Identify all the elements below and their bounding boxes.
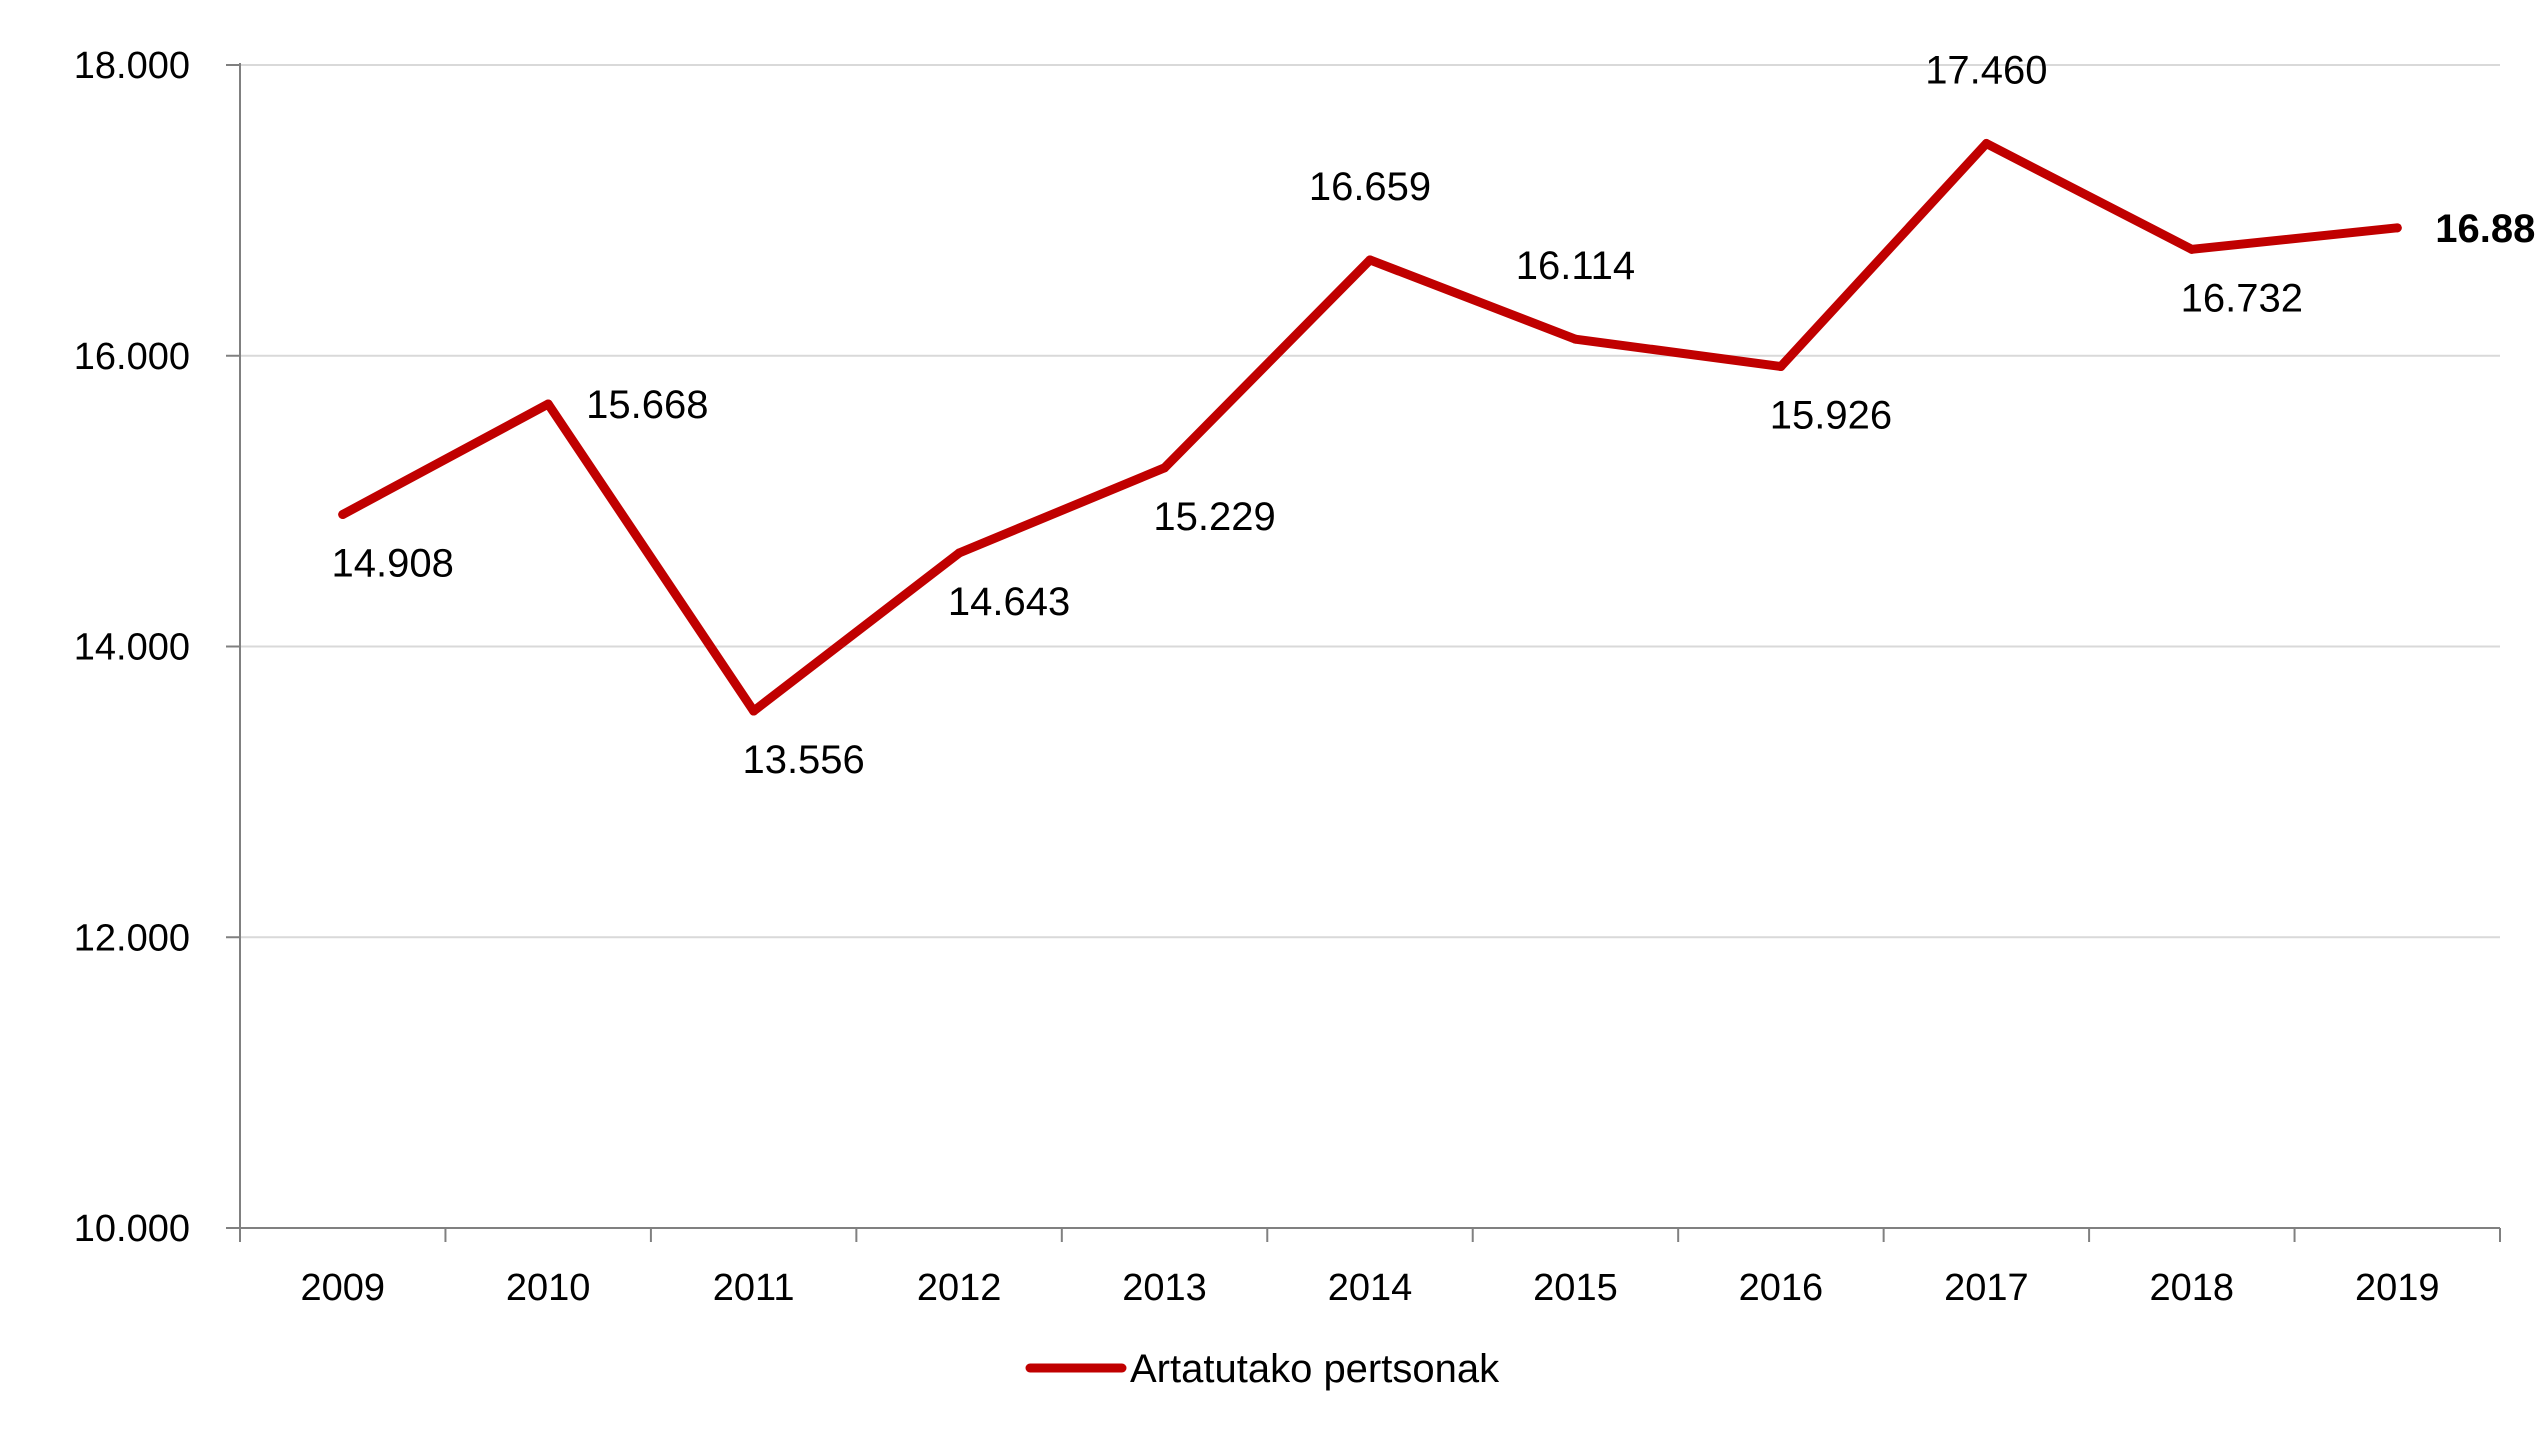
y-tick-label: 10.000 — [74, 1208, 190, 1250]
x-tick-label: 2012 — [917, 1267, 1002, 1309]
data-point — [1776, 362, 1786, 372]
y-tick-label: 18.000 — [74, 45, 190, 87]
data-point — [2392, 223, 2402, 233]
x-tick-label: 2017 — [1944, 1267, 2029, 1309]
y-tick-label: 14.000 — [74, 627, 190, 669]
y-tick-label: 12.000 — [74, 917, 190, 959]
data-point — [543, 399, 553, 409]
data-point — [338, 509, 348, 519]
data-point — [2187, 244, 2197, 254]
data-label: 13.556 — [742, 738, 864, 782]
data-point — [1160, 463, 1170, 473]
gridlines — [240, 64, 2500, 939]
x-tick-label: 2015 — [1533, 1267, 1618, 1309]
data-point — [1981, 139, 1991, 149]
x-tick-label: 2016 — [1739, 1267, 1824, 1309]
y-axis-tick-labels: 10.000 12.000 14.000 16.000 18.000 — [74, 45, 190, 1250]
data-label: 16.880 — [2435, 207, 2536, 251]
y-tick-label: 16.000 — [74, 336, 190, 378]
series-lines — [338, 139, 2402, 716]
data-point — [1570, 334, 1580, 344]
x-tick-label: 2014 — [1328, 1267, 1413, 1309]
data-label: 15.229 — [1153, 495, 1275, 539]
data-label: 14.908 — [332, 541, 454, 585]
legend: Artatutako pertsonak — [1025, 1347, 1500, 1391]
data-label: 16.659 — [1309, 165, 1431, 209]
x-tick-label: 2010 — [506, 1267, 591, 1309]
series-line — [338, 139, 2402, 716]
data-label: 14.643 — [948, 580, 1070, 624]
data-point — [1365, 255, 1375, 265]
x-axis-tick-labels: 2009 2010 2011 2012 2013 2014 2015 2016 2017 2018… — [300, 1267, 2439, 1309]
x-tick-label: 2013 — [1122, 1267, 1207, 1309]
data-point — [749, 706, 759, 716]
axes — [226, 63, 2501, 1242]
data-point — [954, 548, 964, 558]
x-tick-label: 2019 — [2355, 1267, 2440, 1309]
data-label: 17.460 — [1925, 49, 2047, 93]
data-label: 16.732 — [2181, 276, 2303, 320]
data-label: 15.668 — [586, 383, 708, 427]
data-labels: 14.908 15.668 13.556 14.643 15.229 16.659 16.1… — [332, 49, 2536, 783]
data-label: 15.926 — [1770, 394, 1892, 438]
x-tick-label: 2018 — [2150, 1267, 2235, 1309]
x-tick-label: 2009 — [300, 1267, 385, 1309]
legend-label: Artatutako pertsonak — [1130, 1347, 1500, 1391]
x-tick-label: 2011 — [713, 1267, 795, 1309]
data-label: 16.114 — [1516, 244, 1635, 288]
